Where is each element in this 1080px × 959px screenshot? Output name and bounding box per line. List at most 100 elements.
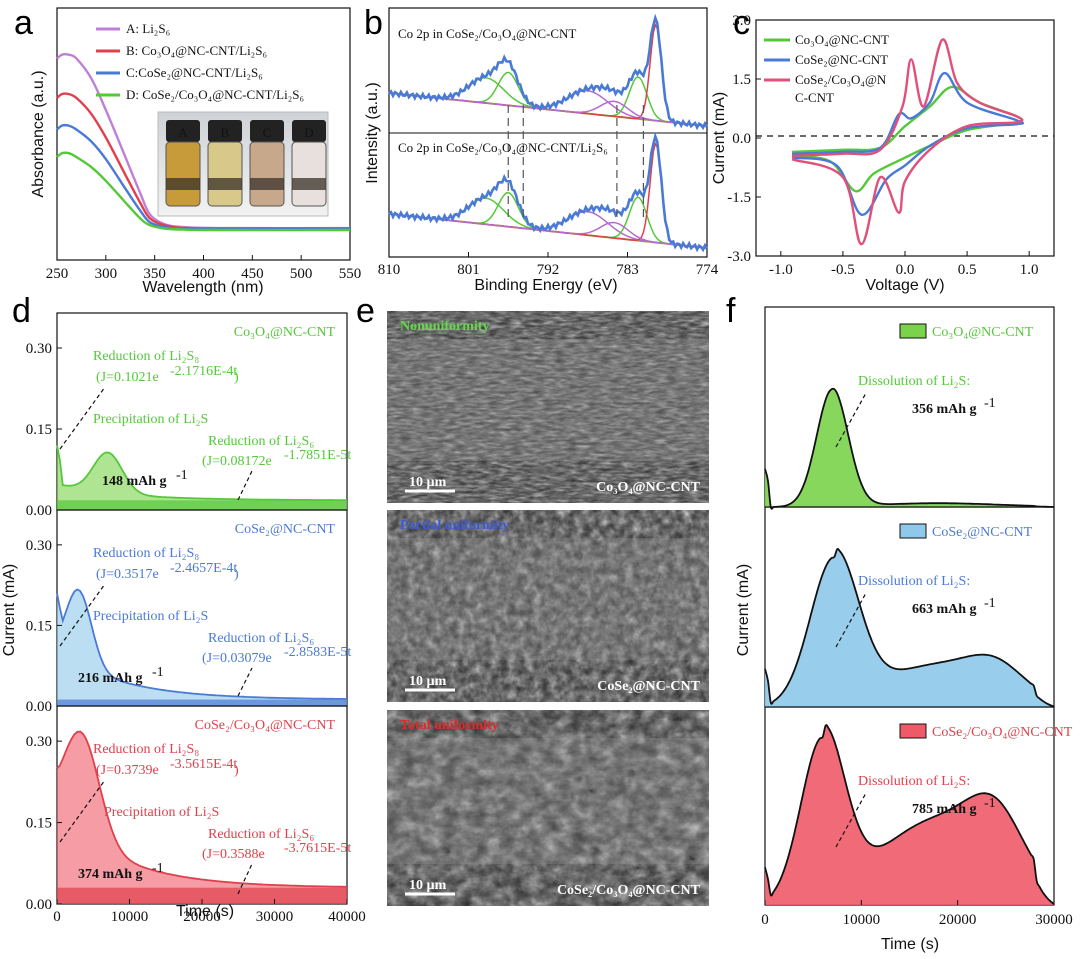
panel-f-xticks: 0 10000 20000 30000: [761, 900, 1073, 928]
vial-body-1: [207, 141, 243, 207]
panel-f-curve-0: [764, 387, 1055, 510]
panel-c-xtick-label-1: -0.5: [831, 262, 855, 278]
panel-d-reduction-li2s8-0: Reduction of Li₂S₈: [93, 349, 199, 364]
panel-c-xtick-label-3: 0.5: [958, 262, 977, 278]
panel-label-d: d: [12, 292, 31, 330]
panel-label-b: b: [364, 4, 383, 42]
panel-c-ytick-label-1: -1.5: [727, 190, 751, 206]
panel-c-ylabel: Current (mA): [711, 92, 728, 184]
panel-d-capacity-2: 374 mAh g: [78, 867, 143, 882]
panel-d-arrow-1-1: [59, 583, 106, 647]
panel-d-eq2-0: (J=0.08172e: [202, 454, 272, 469]
panel-d-ytick-label-1-2: 0.30: [26, 538, 52, 554]
panel-d-curve-0: [56, 445, 347, 501]
panel-b-bottom-label: Co 2p in CoSe₂/Co₃O₄@NC-CNT/Li₂S₆: [398, 140, 608, 155]
panel-f-legend-label-0: Co₃O₄@NC-CNT: [932, 325, 1034, 340]
panel-d-xtick-label-2: 20000: [183, 909, 221, 925]
panel-a-xlabel: Wavelength (nm): [142, 279, 263, 296]
panel-f-legend-swatch-0: [899, 323, 927, 339]
panel-f-capacity-sup-2: -1: [984, 796, 996, 811]
panel-b-xtick-label-1: 801: [457, 262, 480, 278]
panel-e: Nonuniformity 10 µm Co₃O₄@NC-CNT Partial un…: [387, 311, 709, 906]
panel-d-area-1: [57, 589, 347, 706]
panel-b-xtick-label-4: 774: [696, 262, 719, 278]
panel-d-area-0: [57, 445, 347, 510]
panel-b-xtick-label-0: 810: [378, 262, 401, 278]
panel-b-top-label: Co 2p in CoSe₂/Co₃O₄@NC-CNT: [398, 26, 576, 41]
panel-d-xtick-label-0: 0: [53, 909, 61, 925]
vial-cap-3: [292, 120, 326, 142]
panel-d-eq1-close-2: ): [234, 763, 239, 778]
panel-d-eq1-sup-2: -3.5615E-4t: [170, 757, 237, 772]
panel-d-eq1-sup-1: -2.4657E-4t: [170, 561, 237, 576]
panel-d-capacity-sup-0: -1: [176, 468, 188, 483]
vial-letter-2: C: [263, 125, 272, 140]
panel-d-ytick-label-2-0: 0.00: [26, 897, 52, 913]
panel-a-series: [56, 52, 351, 232]
panel-d-capacity-0: 148 mAh g: [102, 474, 167, 489]
panel-f-curve-2: [764, 724, 1055, 905]
panel-label-f: f: [726, 292, 736, 330]
vial-cap-0: [166, 120, 200, 142]
panel-d-eq1-close-0: ): [234, 370, 239, 385]
panel-a-ylabel: Absorbance (a.u.): [30, 70, 47, 197]
panel-f-legend-label-2: CoSe₂/Co₃O₄@NC-CNT: [932, 725, 1073, 740]
panel-a-xticks: 250 300 350 400 450 500 550: [46, 255, 362, 282]
vial-body-3: [291, 141, 327, 207]
panel-d-eq2-sup-2: -3.7615E-5t: [284, 841, 351, 856]
sem-sample-label-2: CoSe₂/Co₃O₄@NC-CNT: [557, 883, 701, 898]
panel-c-ytick-label-0: -3.0: [727, 249, 751, 265]
panel-d-reduction-li2s6-1: Reduction of Li₂S₆: [208, 631, 314, 646]
panel-b-xticks: 810 801 792 783 774: [378, 252, 719, 278]
panel-f-xlabel: Time (s): [881, 936, 939, 953]
panel-c-ytick-label-2: 0.0: [732, 131, 751, 147]
panel-label-c: c: [733, 4, 750, 42]
panel-c-cv-loop-2: [792, 38, 1024, 246]
sem-title-0: Nonuniformity: [400, 319, 489, 334]
panel-d-ytick-label-1-1: 0.15: [26, 618, 52, 634]
vial-cap-1: [208, 120, 242, 142]
panel-d-ylabel: Current (mA): [1, 564, 18, 656]
panel-a-xtick-label-6: 550: [339, 266, 362, 282]
vial-photo-inset: A B C D: [157, 111, 329, 217]
panel-f-area-0: [765, 388, 1054, 509]
panel-d-eq1-sup-0: -2.1716E-4t: [170, 364, 237, 379]
panel-f-arrow-1: [835, 592, 867, 648]
sem-image-texture-2: [387, 710, 709, 906]
panel-f-xtick-label-0: 0: [761, 912, 769, 928]
panel-d-reduction-li2s8-1: Reduction of Li₂S₈: [93, 546, 199, 561]
panel-d-ytick-label-2-2: 0.30: [26, 734, 52, 750]
panel-c-xtick-label-0: -1.0: [769, 262, 793, 278]
sem-fiber-band-2: [387, 738, 709, 864]
panel-d-precip-2: Precipitation of Li₂S: [104, 805, 219, 820]
panel-b: Co 2p in CoSe₂/Co₃O₄@NC-CNT Co 2p in CoS…: [364, 7, 719, 294]
panel-d-eq2-2: (J=0.3588e: [202, 847, 265, 862]
vial-body-0: [165, 141, 201, 207]
panel-d-arrow-1-2: [59, 779, 106, 843]
panel-c-legend-label-0: Co₃O₄@NC-CNT: [795, 32, 889, 47]
panel-f-xtick-label-1: 10000: [843, 912, 881, 928]
panel-d-xtick-label-3: 30000: [256, 909, 294, 925]
vial-letter-0: A: [178, 125, 188, 140]
panel-c-legend-label-2: CoSe₂/Co₃O₄@N: [795, 72, 887, 87]
panel-f-ylabel: Current (mA): [735, 564, 752, 656]
panel-d-capacity-sup-1: -1: [152, 665, 164, 680]
sem-title-2: Total uniformity: [400, 718, 499, 733]
panel-c-legend: Co₃O₄@NC-CNT CoSe₂@NC-CNT CoSe₂/Co₃O₄@N C-C…: [764, 32, 889, 105]
panel-f-arrow-0: [835, 392, 867, 448]
panel-d-reduction-li2s8-2: Reduction of Li₂S₈: [93, 742, 199, 757]
panel-d-baseline-band-1: [57, 699, 347, 706]
panel-label-a: a: [14, 4, 33, 42]
panel-c-ticks: -1.0 -0.5 0.0 0.5 1.0 -3.0 -1.5 0.0 1.5 3.0: [727, 13, 1038, 278]
panel-d-eq1-1: (J=0.3517e: [96, 567, 159, 582]
panel-f-capacity-2: 785 mAh g: [912, 802, 977, 817]
vial-label-band-3: [292, 178, 326, 190]
sem-fiber-band-0: [387, 339, 709, 461]
panel-d-ytick-label-0-0: 0.00: [26, 503, 52, 519]
panel-f-dissolution-text-0: Dissolution of Li₂S:: [858, 374, 970, 389]
panel-d-eq1-2: (J=0.3739e: [96, 763, 159, 778]
panel-d-series-name-1: CoSe₂@NC-CNT: [235, 522, 336, 537]
panel-a-xtick-label-5: 500: [290, 266, 313, 282]
sem-image-texture-0: [387, 311, 709, 503]
vial-letter-3: D: [304, 125, 313, 140]
